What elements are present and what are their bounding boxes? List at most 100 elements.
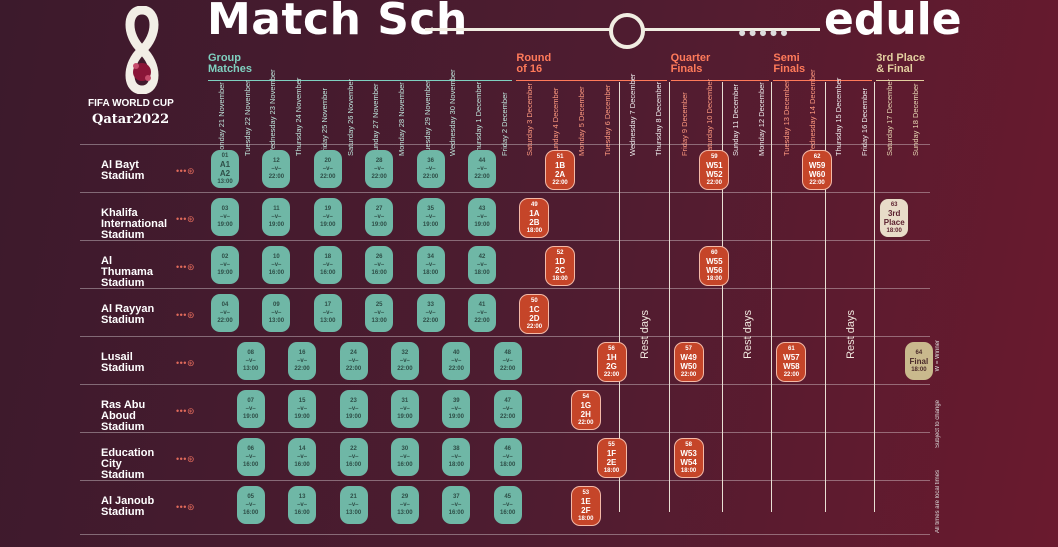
match-cell[interactable]: 10 –v– 16:00 — [262, 246, 291, 284]
match-number: 01 — [221, 153, 229, 159]
versus: –v– — [297, 502, 308, 508]
match-cell[interactable]: 31 –v– 19:00 — [390, 390, 419, 428]
team-b: 2B — [529, 218, 540, 227]
match-cell[interactable]: 54 1G 2H 22:00 — [570, 390, 601, 430]
match-cell[interactable]: 32 –v– 22:00 — [390, 342, 419, 380]
versus: –v– — [322, 166, 333, 172]
match-cell[interactable]: 16 –v– 22:00 — [288, 342, 317, 380]
match-cell[interactable]: 13 –v– 16:00 — [288, 486, 317, 524]
match-number: 32 — [401, 350, 409, 356]
match-cell[interactable]: 15 –v– 19:00 — [288, 390, 317, 428]
day-label: Wednesday 14 December — [808, 69, 818, 156]
versus: –v– — [297, 454, 308, 460]
versus: –v– — [348, 358, 359, 364]
match-cell[interactable]: 47 –v– 22:00 — [493, 390, 522, 428]
match-cell[interactable]: 05 –v– 16:00 — [236, 486, 265, 524]
match-cell[interactable]: 43 –v– 19:00 — [468, 198, 496, 236]
match-cell[interactable]: 49 1A 2B 18:00 — [519, 198, 550, 238]
versus: –v– — [476, 166, 487, 172]
match-cell[interactable]: 59 W51 W52 22:00 — [699, 150, 730, 190]
match-cell[interactable]: 03 –v– 19:00 — [211, 198, 239, 236]
match-cell[interactable]: 60 W55 W56 18:00 — [699, 246, 730, 286]
kickoff-time: 19:00 — [294, 414, 310, 420]
match-cell[interactable]: 22 –v– 16:00 — [339, 438, 368, 476]
match-cell[interactable]: 45 –v– 16:00 — [493, 486, 522, 524]
match-cell[interactable]: 18 –v– 16:00 — [313, 246, 342, 284]
match-cell[interactable]: 34 –v– 18:00 — [416, 246, 445, 284]
team-b: W50 — [680, 362, 697, 371]
match-cell[interactable]: 01 A1 A2 13:00 — [211, 150, 239, 188]
match-cell[interactable]: 21 –v– 13:00 — [339, 486, 368, 524]
rest-column-edge — [668, 82, 670, 512]
team-b: W58 — [783, 362, 800, 371]
match-cell[interactable]: 02 –v– 19:00 — [211, 246, 239, 284]
match-cell[interactable]: 58 W53 W54 18:00 — [673, 438, 704, 478]
match-cell[interactable]: 42 –v– 18:00 — [468, 246, 496, 284]
match-cell[interactable]: 53 1E 2F 18:00 — [570, 486, 601, 526]
match-number: 60 — [710, 250, 718, 256]
match-cell[interactable]: 08 –v– 13:00 — [236, 342, 265, 380]
match-number: 37 — [452, 494, 460, 500]
match-cell[interactable]: 20 –v– 22:00 — [313, 150, 342, 188]
kickoff-time: 18:00 — [448, 462, 464, 468]
match-cell[interactable]: 06 –v– 16:00 — [236, 438, 265, 476]
versus: –v– — [322, 262, 333, 268]
match-cell[interactable]: 17 –v– 13:00 — [313, 294, 342, 332]
match-cell[interactable]: 09 –v– 13:00 — [262, 294, 291, 332]
match-cell[interactable]: 04 –v– 22:00 — [211, 294, 239, 332]
match-cell[interactable]: 50 1C 2D 22:00 — [519, 294, 550, 334]
versus: –v– — [425, 166, 436, 172]
match-cell[interactable]: 57 W49 W50 22:00 — [673, 342, 704, 382]
kickoff-time: 13:00 — [397, 510, 413, 516]
match-number: 21 — [350, 494, 357, 500]
match-cell[interactable]: 25 –v– 13:00 — [365, 294, 394, 332]
versus: –v– — [219, 262, 230, 268]
match-cell[interactable]: 12 –v– 22:00 — [262, 150, 291, 188]
match-cell[interactable]: 35 –v– 19:00 — [416, 198, 445, 236]
match-cell[interactable]: 30 –v– 16:00 — [390, 438, 419, 476]
day-label: Wednesday 23 November — [268, 69, 278, 156]
match-cell[interactable]: 61 W57 W58 22:00 — [776, 342, 807, 382]
match-cell[interactable]: 33 –v– 22:00 — [416, 294, 445, 332]
match-cell[interactable]: 24 –v– 22:00 — [339, 342, 368, 380]
day-label: Monday 5 December — [576, 86, 586, 156]
match-cell[interactable]: 28 –v– 22:00 — [365, 150, 394, 188]
phase-underline — [876, 80, 924, 81]
match-cell[interactable]: 55 1F 2E 18:00 — [596, 438, 627, 478]
match-number: 22 — [350, 446, 357, 452]
versus: –v– — [399, 406, 410, 412]
match-cell[interactable]: 56 1H 2G 22:00 — [596, 342, 627, 382]
match-cell[interactable]: 26 –v– 16:00 — [365, 246, 394, 284]
match-cell[interactable]: 41 –v– 22:00 — [468, 294, 496, 332]
match-cell[interactable]: 36 –v– 22:00 — [416, 150, 445, 188]
versus: –v– — [451, 502, 462, 508]
match-cell[interactable]: 51 1B 2A 22:00 — [545, 150, 576, 190]
match-number: 35 — [427, 206, 434, 212]
match-cell[interactable]: 40 –v– 22:00 — [442, 342, 471, 380]
match-cell[interactable]: 64 Final 18:00 — [904, 342, 933, 380]
phase-header: Group Matches — [208, 52, 253, 75]
day-label: Thursday 24 November — [294, 77, 304, 156]
match-cell[interactable]: 52 1D 2C 18:00 — [545, 246, 576, 286]
match-cell[interactable]: 07 –v– 19:00 — [236, 390, 265, 428]
page-title: Match Sch — [207, 0, 468, 45]
match-cell[interactable]: 19 –v– 19:00 — [313, 198, 342, 236]
match-cell[interactable]: 27 –v– 19:00 — [365, 198, 394, 236]
match-cell[interactable]: 46 –v– 18:00 — [493, 438, 522, 476]
match-cell[interactable]: 38 –v– 18:00 — [442, 438, 471, 476]
match-cell[interactable]: 62 W59 W60 22:00 — [802, 150, 833, 190]
match-number: 42 — [478, 254, 486, 260]
kickoff-time: 22:00 — [578, 420, 594, 426]
match-cell[interactable]: 44 –v– 22:00 — [468, 150, 496, 188]
match-cell[interactable]: 23 –v– 19:00 — [339, 390, 368, 428]
match-cell[interactable]: 11 –v– 19:00 — [262, 198, 291, 236]
match-cell[interactable]: 29 –v– 13:00 — [390, 486, 419, 524]
row-divider — [80, 336, 930, 337]
versus: –v– — [271, 310, 282, 316]
match-cell[interactable]: 63 3rd Place 18:00 — [879, 198, 910, 238]
match-cell[interactable]: 48 –v– 22:00 — [493, 342, 522, 380]
kickoff-time: 22:00 — [500, 366, 516, 372]
match-cell[interactable]: 37 –v– 16:00 — [442, 486, 471, 524]
match-cell[interactable]: 39 –v– 19:00 — [442, 390, 471, 428]
match-cell[interactable]: 14 –v– 16:00 — [288, 438, 317, 476]
